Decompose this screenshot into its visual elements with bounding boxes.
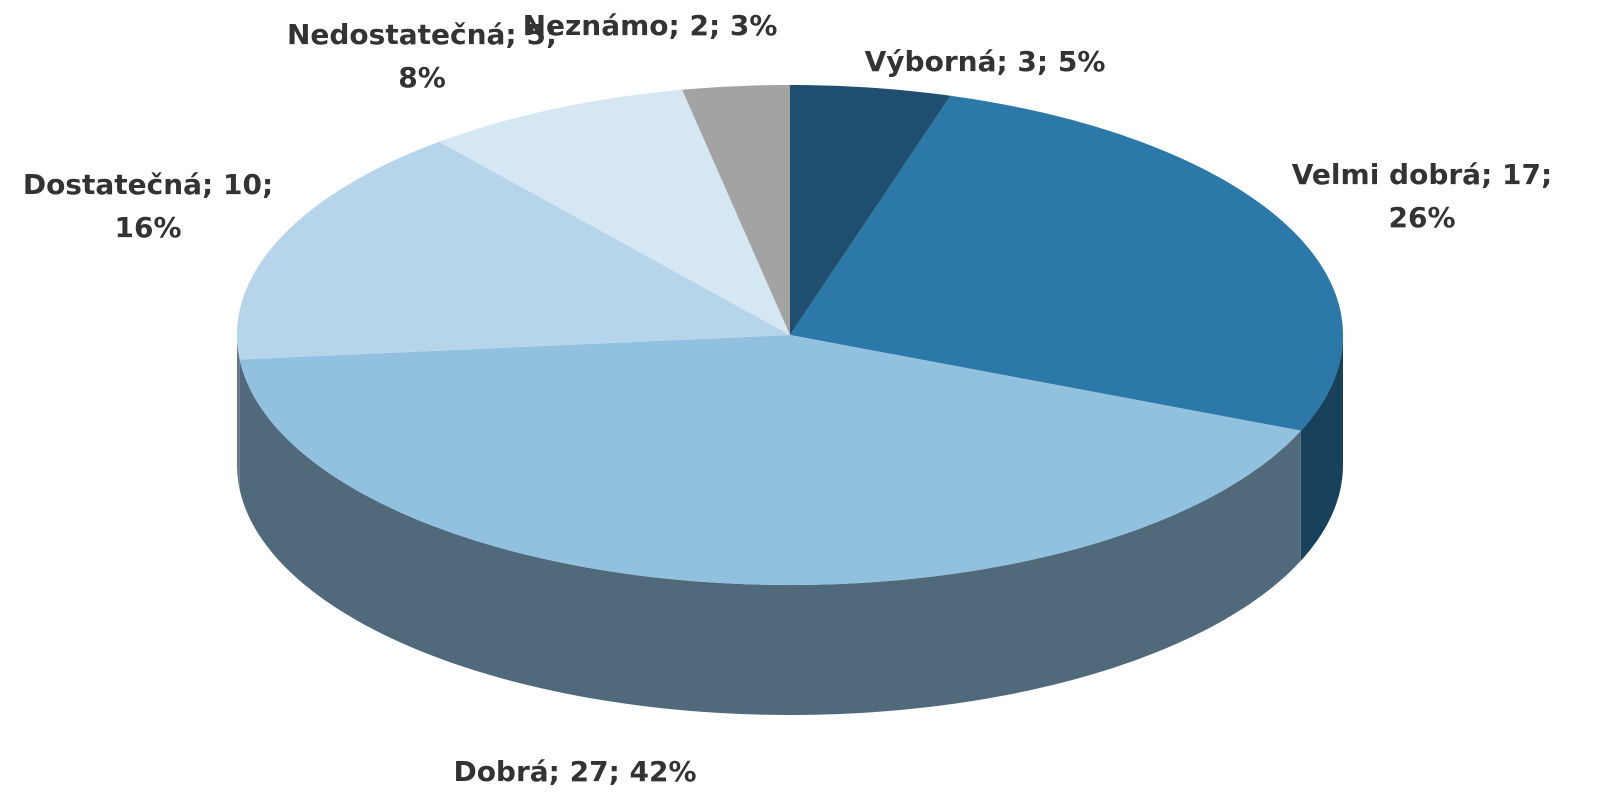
- data-label: Dobrá; 27; 42%: [453, 755, 697, 788]
- data-label: Neznámo; 2; 3%: [522, 9, 778, 42]
- slice: [790, 85, 951, 335]
- data-label: Velmi dobrá; 17; 26%: [1291, 158, 1553, 234]
- slice-side: [237, 335, 240, 490]
- slice: [237, 141, 790, 360]
- slice: [682, 85, 790, 335]
- slice: [239, 335, 1301, 585]
- slice-side: [1300, 335, 1343, 561]
- data-label: Výborná; 3; 5%: [864, 45, 1106, 78]
- data-label: Nedostatečná; 5; 8%: [286, 18, 558, 94]
- slice: [790, 95, 1343, 431]
- data-label: Dostatečná; 10; 16%: [22, 168, 274, 244]
- slice-side: [239, 359, 1301, 715]
- slice: [439, 89, 790, 335]
